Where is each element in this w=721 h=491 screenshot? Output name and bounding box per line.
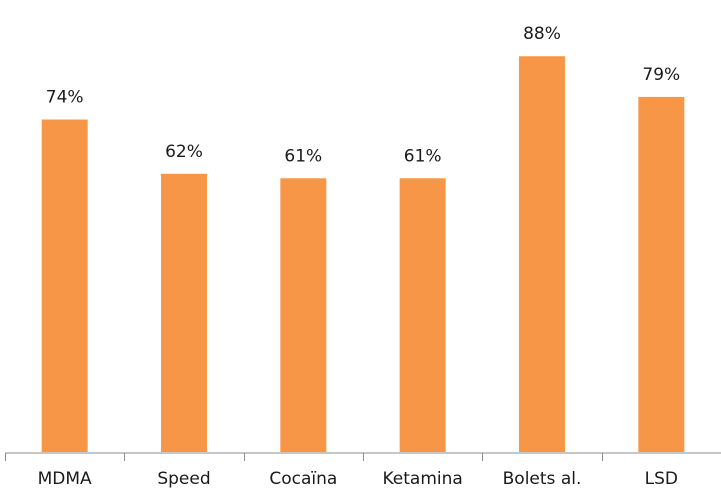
data-label: 61% xyxy=(404,146,442,166)
bar xyxy=(636,94,687,454)
bar xyxy=(278,176,329,454)
data-labels-group: 74% 62% 61% 61% 88% 79% xyxy=(46,24,680,166)
bar xyxy=(39,117,90,455)
category-label: Speed xyxy=(157,469,210,489)
data-label: 74% xyxy=(46,88,84,108)
data-label: 61% xyxy=(284,146,322,166)
x-axis-ticks xyxy=(5,453,603,461)
bars-group xyxy=(39,54,687,455)
category-label: LSD xyxy=(645,469,678,489)
bar xyxy=(159,171,209,454)
category-label: Ketamina xyxy=(383,469,463,489)
data-label: 62% xyxy=(165,142,203,162)
data-label: 88% xyxy=(523,24,561,44)
bar xyxy=(397,176,448,454)
bar xyxy=(517,54,567,455)
data-label: 79% xyxy=(642,65,680,85)
category-labels-group: MDMA Speed Cocaïna Ketamina Bolets al. LSD xyxy=(38,469,678,489)
category-label: Bolets al. xyxy=(503,469,582,489)
category-label: Cocaïna xyxy=(269,469,337,489)
category-label: MDMA xyxy=(38,469,92,489)
